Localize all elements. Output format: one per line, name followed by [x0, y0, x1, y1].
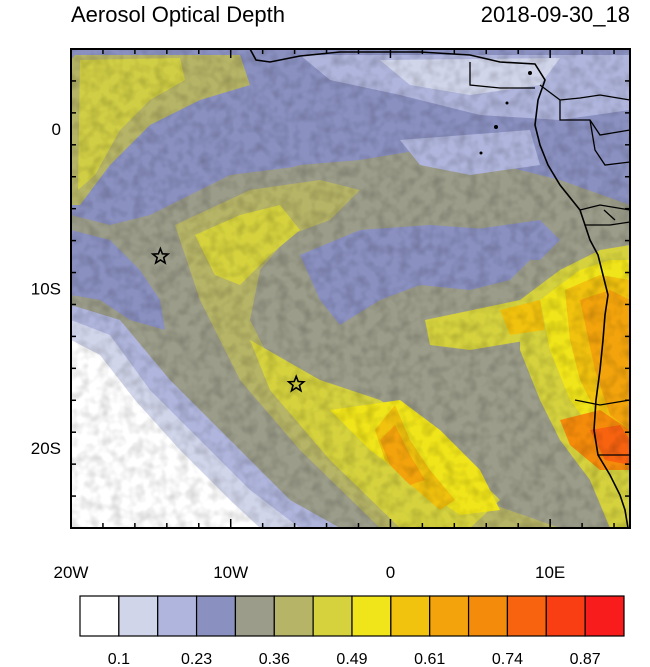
country-borders	[469, 62, 630, 456]
colorbar-label: 0.49	[336, 651, 367, 667]
colorbar-swatch	[79, 595, 120, 637]
colorbar-label: 0.1	[108, 651, 130, 667]
x-tick-label: 20W	[54, 563, 89, 582]
colorbar-label: 0.87	[570, 651, 601, 667]
colorbar-label: 0.61	[414, 651, 445, 667]
x-tick-label: 10E	[535, 563, 565, 582]
plot-frame	[70, 48, 631, 529]
colorbar-swatch	[584, 595, 625, 637]
africa-coastline	[249, 49, 629, 528]
colorbar-swatch	[273, 595, 314, 637]
y-tick-label: 10S	[31, 280, 61, 299]
site-markers	[150, 246, 306, 393]
x-tick-label: 0	[386, 563, 395, 582]
colorbar-swatch	[545, 595, 586, 637]
colorbar-swatch	[390, 595, 431, 637]
site-star-north	[150, 246, 171, 265]
colorbar-label: 0.23	[181, 651, 212, 667]
y-tick-label: 0	[52, 120, 61, 139]
colorbar-swatch	[351, 595, 392, 637]
colorbar-swatch	[312, 595, 353, 637]
colorbar-swatch	[118, 595, 159, 637]
colorbar-swatch	[234, 595, 275, 637]
aod-field	[71, 49, 630, 528]
map-axes: 20W 10W 0 10E 0 10S 20S	[31, 48, 630, 582]
site-star-south	[286, 374, 306, 393]
y-tick-label: 20S	[31, 439, 61, 458]
map-timestamp: 2018-09-30_18	[481, 2, 630, 27]
map-title: Aerosol Optical Depth	[71, 2, 285, 27]
colorbar-swatch	[467, 595, 509, 637]
colorbar-swatch	[157, 595, 198, 637]
colorbar-label: 0.74	[492, 651, 523, 667]
colorbar-swatch	[429, 595, 470, 637]
x-tick-label: 10W	[213, 563, 248, 582]
colorbar-swatch	[195, 595, 237, 637]
colorbar-label: 0.36	[259, 651, 290, 667]
colorbar: 0.1 0.23 0.36 0.49 0.61 0.74 0.87	[79, 595, 625, 667]
colorbar-swatch	[506, 595, 547, 637]
